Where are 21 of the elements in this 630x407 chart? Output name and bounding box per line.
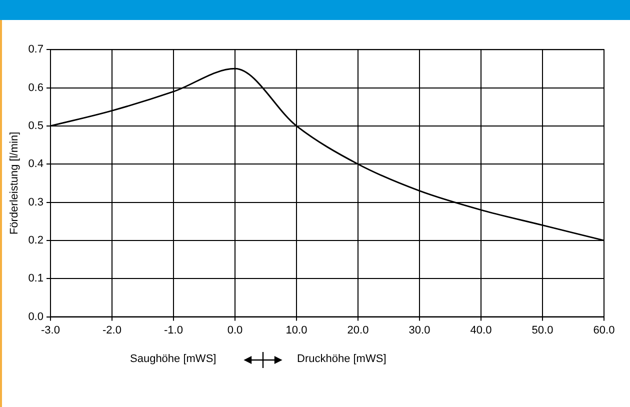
text: Druckhöhe [mWS]	[297, 353, 386, 365]
text: Saughöhe [mWS]	[130, 353, 216, 365]
y-tick-label: 0.5	[28, 120, 44, 132]
y-tick-label: 0.6	[28, 82, 44, 94]
x-tick-label: 30.0	[408, 324, 430, 336]
y-tick-label: 0.2	[28, 234, 44, 246]
x-tick-label: 0.0	[227, 324, 243, 336]
y-tick-label: 0.3	[28, 196, 44, 208]
x-tick-label: 50.0	[532, 324, 554, 336]
y-tick-label: 0.0	[28, 310, 44, 323]
y-axis-title: Förderleistung [l/min]	[8, 132, 21, 235]
x-tick-label: -3.0	[41, 324, 60, 336]
y-tick-label: 0.4	[28, 158, 44, 170]
x-tick-label: 20.0	[347, 324, 369, 336]
x-tick-label: 40.0	[470, 324, 492, 336]
y-tick-label: 0.1	[28, 272, 44, 285]
x-tick-label: 60.0	[593, 324, 615, 336]
y-tick-label: 0.7	[28, 44, 44, 56]
x-tick-label: -1.0	[164, 324, 183, 336]
x-tick-label: -2.0	[102, 324, 122, 336]
x-tick-label: 10.0	[286, 324, 308, 336]
